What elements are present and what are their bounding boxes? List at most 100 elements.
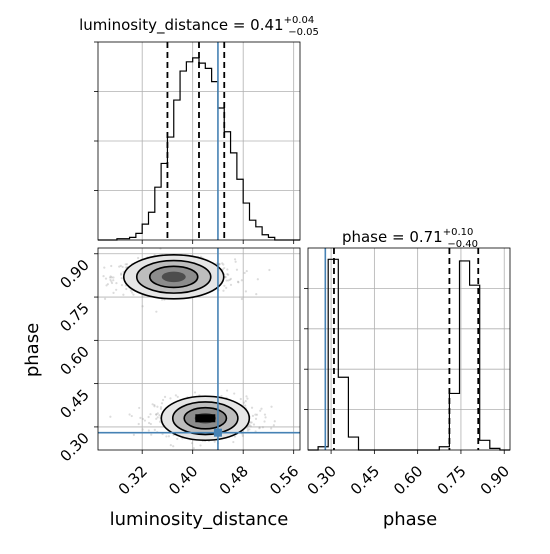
- sample-point: [115, 282, 118, 285]
- upper-mode-contour: [122, 254, 225, 300]
- sample-point: [156, 416, 159, 419]
- sample-point: [139, 416, 142, 419]
- phase-histogram: [308, 258, 510, 451]
- sample-point: [137, 422, 140, 426]
- scatter-truth-lines: [98, 248, 300, 450]
- phase-title: phase = 0.71+0.10 −0.40: [342, 227, 478, 250]
- phase-quantile-lines: [333, 248, 480, 450]
- sample-point: [141, 295, 144, 298]
- x-tick-label: 0.30: [304, 462, 340, 498]
- x-axis-label-luminosity-distance: luminosity_distance: [110, 509, 289, 530]
- sample-point: [226, 272, 229, 276]
- sample-point: [119, 264, 122, 267]
- x-tick-label: 0.32: [115, 462, 151, 498]
- sample-point: [147, 429, 150, 432]
- sample-point: [235, 268, 239, 271]
- sample-point: [250, 421, 253, 424]
- lower-mode-peak: [195, 414, 216, 423]
- y-tick-label: 0.45: [56, 386, 92, 422]
- sample-point: [129, 289, 133, 292]
- sample-point: [159, 407, 163, 410]
- sample-point: [240, 297, 243, 301]
- sample-point: [246, 427, 249, 430]
- sample-point: [109, 275, 112, 278]
- sample-point: [248, 428, 251, 431]
- sample-point: [155, 413, 158, 416]
- sample-point: [225, 279, 228, 282]
- truth-marker: [213, 428, 222, 437]
- sample-point: [110, 264, 113, 268]
- sample-point: [221, 262, 224, 265]
- sample-point: [147, 421, 151, 425]
- sample-point: [118, 265, 121, 268]
- x-tick-label: 0.75: [433, 462, 469, 498]
- sample-point: [228, 278, 231, 281]
- sample-point: [190, 442, 194, 445]
- sample-point: [255, 413, 259, 416]
- sample-point: [229, 283, 233, 286]
- x-tick-label: 0.60: [390, 462, 426, 498]
- lower-mode-contour: [183, 406, 228, 430]
- sample-point: [109, 278, 112, 282]
- sample-point: [176, 395, 179, 398]
- sample-point: [224, 275, 227, 279]
- sample-point: [158, 414, 161, 417]
- sample-point: [169, 397, 172, 400]
- sample-point: [242, 401, 246, 404]
- sample-point: [192, 447, 195, 450]
- sample-point: [229, 277, 233, 280]
- sample-point: [245, 395, 248, 398]
- sample-point: [268, 268, 271, 272]
- sample-point: [223, 284, 226, 287]
- sample-point: [137, 256, 140, 260]
- scatter-frame: [97, 247, 301, 451]
- sample-point: [220, 394, 223, 398]
- sample-point: [218, 262, 221, 266]
- sample-point: [259, 409, 262, 412]
- sample-point: [225, 286, 228, 289]
- sample-point: [256, 278, 259, 281]
- sample-point: [254, 417, 258, 420]
- luminosity-distance-title-lower: −0.05: [288, 27, 319, 38]
- sample-point: [156, 405, 159, 408]
- luminosity-distance-title-upper: +0.04: [284, 15, 315, 26]
- sample-point: [250, 406, 254, 409]
- sample-point: [248, 423, 251, 426]
- sample-point: [233, 435, 237, 438]
- sample-point: [130, 414, 133, 418]
- sample-point: [261, 426, 265, 429]
- sample-point: [112, 291, 115, 294]
- sample-point: [150, 433, 153, 436]
- phase-histogram-panel: 0.30 0.45 0.60 0.75 0.90 phase = 0.71+0.10 −0…: [304, 227, 513, 530]
- sample-point: [105, 284, 108, 287]
- x-tick-label: 0.45: [347, 462, 383, 498]
- sample-point: [251, 414, 255, 417]
- sample-point: [254, 413, 257, 416]
- luminosity-distance-histogram: [98, 57, 300, 241]
- sample-point: [213, 440, 216, 443]
- x-axis-label-phase: phase: [383, 509, 437, 530]
- sample-point: [110, 280, 113, 283]
- sample-point: [120, 284, 124, 287]
- sample-point: [158, 420, 162, 423]
- luminosity-distance-histogram-panel: luminosity_distance = 0.41+0.04 −0.05: [79, 15, 319, 244]
- luminosity-distance-histogram-frame: [97, 41, 301, 241]
- x-tick-label: 0.48: [216, 462, 252, 498]
- phase-histogram-ticks: 0.30 0.45 0.60 0.75 0.90: [304, 287, 513, 498]
- phase-histogram-grid: [308, 248, 510, 450]
- upper-mode-contour: [148, 265, 199, 289]
- sample-point: [244, 290, 248, 293]
- sample-point: [241, 434, 244, 437]
- x-tick-label: 0.40: [165, 462, 201, 498]
- sample-point: [156, 412, 159, 415]
- sample-point: [252, 423, 256, 426]
- sample-point: [233, 258, 237, 261]
- sample-point: [264, 416, 267, 419]
- sample-point: [169, 444, 172, 447]
- sample-point: [120, 273, 123, 276]
- sample-point: [160, 402, 164, 405]
- sample-point: [124, 266, 128, 269]
- sample-point: [115, 288, 118, 291]
- sample-point: [109, 415, 112, 418]
